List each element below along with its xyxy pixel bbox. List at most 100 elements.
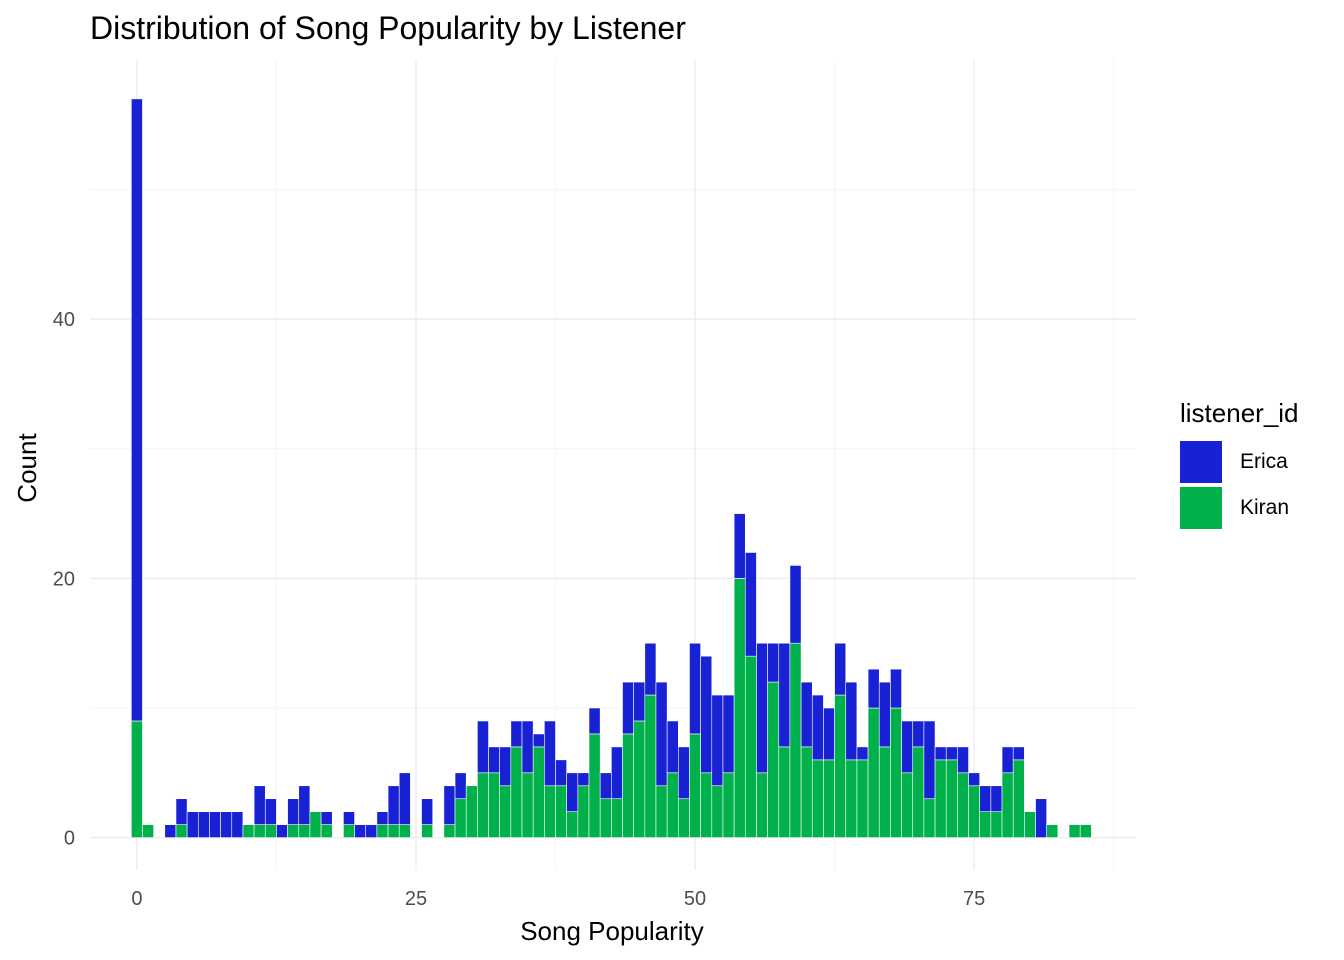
bar-kiran-39: [566, 811, 579, 838]
bar-erica-0: [131, 98, 143, 722]
bar-erica-33: [499, 746, 512, 787]
bar-kiran-41: [588, 733, 601, 838]
bar-erica-57: [767, 642, 780, 683]
bar-kiran-38: [555, 785, 567, 838]
bar-kiran-51: [700, 772, 713, 838]
x-tick-label: 75: [963, 888, 985, 910]
bar-kiran-70: [912, 746, 925, 838]
bar-erica-76: [979, 785, 992, 812]
bar-erica-6: [197, 811, 210, 838]
bar-erica-62: [823, 707, 835, 761]
bar-kiran-65: [856, 759, 869, 838]
bar-erica-14: [287, 798, 300, 825]
bar-erica-74: [957, 746, 969, 774]
bar-kiran-42: [599, 798, 612, 838]
legend: listener_id Erica Kiran: [1180, 398, 1299, 531]
bar-erica-72: [934, 746, 947, 761]
bar-kiran-50: [689, 733, 701, 838]
bar-erica-36: [532, 733, 545, 748]
bar-erica-41: [588, 707, 601, 735]
bar-kiran-73: [945, 759, 958, 838]
bar-kiran-76: [979, 811, 992, 838]
bar-erica-73: [945, 746, 958, 761]
bar-erica-15: [298, 785, 311, 825]
bar-kiran-23: [387, 824, 400, 838]
bar-kiran-31: [477, 772, 489, 838]
bar-erica-68: [890, 668, 902, 709]
bar-erica-8: [220, 811, 233, 838]
bar-kiran-30: [465, 785, 478, 838]
bar-kiran-28: [443, 824, 456, 838]
bar-kiran-40: [577, 785, 590, 838]
bar-erica-53: [722, 694, 735, 774]
bar-erica-35: [521, 720, 534, 774]
bar-erica-23: [387, 785, 400, 825]
x-tick-label: 25: [405, 888, 427, 910]
bar-erica-45: [633, 681, 646, 722]
bar-erica-50: [689, 642, 701, 735]
bar-kiran-69: [901, 772, 914, 838]
bar-kiran-62: [823, 759, 835, 838]
bar-erica-51: [700, 655, 713, 774]
bar-kiran-45: [633, 720, 646, 838]
bar-kiran-33: [499, 785, 512, 838]
bar-erica-5: [186, 811, 199, 838]
bar-kiran-53: [722, 772, 735, 838]
bar-kiran-16: [309, 811, 322, 838]
bar-erica-52: [711, 694, 724, 787]
x-axis-label: Song Popularity: [520, 916, 704, 946]
y-tick-label: 40: [53, 309, 75, 331]
bar-erica-77: [990, 785, 1003, 812]
bar-kiran-10: [242, 824, 255, 838]
bar-kiran-57: [767, 681, 780, 838]
bar-kiran-43: [611, 798, 623, 838]
bar-erica-65: [856, 746, 869, 761]
bar-erica-3: [164, 824, 177, 838]
bar-kiran-79: [1012, 759, 1025, 838]
bar-kiran-68: [890, 707, 902, 838]
bar-erica-13: [276, 824, 288, 838]
legend-swatch-erica: [1180, 441, 1222, 483]
bar-kiran-75: [968, 785, 981, 838]
bar-erica-54: [733, 513, 746, 579]
bar-kiran-19: [343, 824, 355, 838]
bar-erica-61: [811, 694, 824, 761]
bar-kiran-74: [957, 772, 969, 838]
bar-kiran-24: [398, 824, 411, 838]
bar-kiran-84: [1068, 824, 1081, 838]
bar-erica-64: [845, 681, 858, 761]
bar-erica-42: [599, 772, 612, 800]
bar-erica-9: [231, 811, 244, 838]
bar-kiran-56: [756, 772, 768, 838]
bar-kiran-4: [175, 824, 188, 838]
bar-kiran-78: [1001, 772, 1014, 838]
bar-erica-63: [834, 642, 847, 696]
bar-erica-66: [867, 668, 880, 709]
bar-kiran-14: [287, 824, 300, 838]
bar-kiran-0: [131, 720, 143, 838]
bar-kiran-59: [789, 642, 802, 838]
bar-kiran-85: [1079, 824, 1092, 838]
bar-kiran-34: [510, 746, 523, 838]
bar-kiran-36: [532, 746, 545, 838]
legend-swatch-kiran: [1180, 487, 1222, 529]
bar-kiran-22: [376, 824, 389, 838]
bar-kiran-58: [778, 746, 791, 838]
y-tick-label: 20: [53, 568, 75, 590]
bar-kiran-77: [990, 811, 1003, 838]
bar-kiran-17: [320, 824, 333, 838]
bar-kiran-72: [934, 759, 947, 838]
bar-erica-75: [968, 772, 981, 787]
bar-kiran-49: [678, 798, 690, 838]
bar-erica-40: [577, 772, 590, 787]
bar-kiran-48: [666, 772, 679, 838]
bar-erica-29: [454, 772, 467, 800]
bar-erica-11: [253, 785, 266, 825]
bar-kiran-80: [1024, 811, 1036, 838]
bar-kiran-63: [834, 694, 847, 838]
bar-kiran-26: [421, 824, 434, 838]
bar-erica-46: [644, 642, 657, 696]
bars: [131, 98, 1092, 838]
bar-kiran-66: [867, 707, 880, 838]
